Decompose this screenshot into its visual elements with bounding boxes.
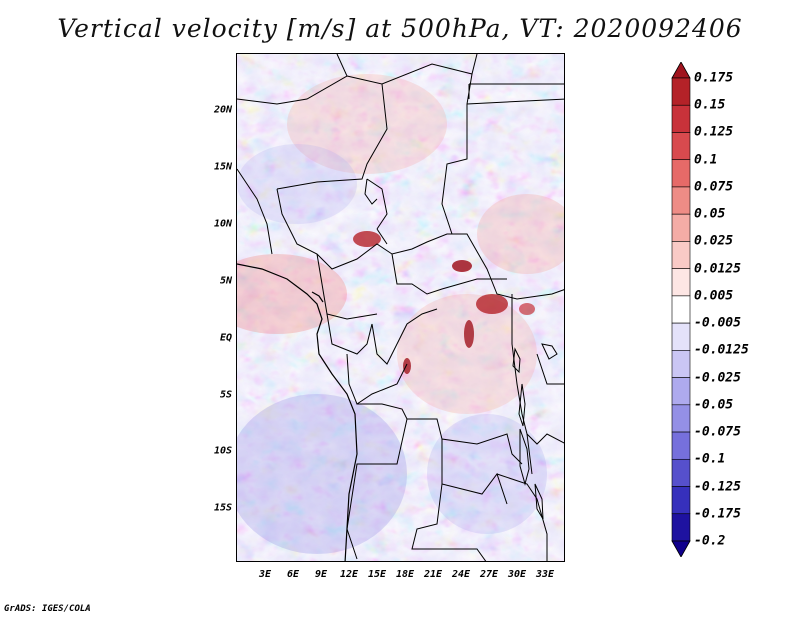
colorbar-bin xyxy=(671,431,691,460)
colorbar-tick-label: 0.005 xyxy=(694,288,734,304)
colorbar-tick-label: 0.175 xyxy=(694,70,734,86)
lat-label-5s: 5S xyxy=(219,389,232,401)
colorbar-bin xyxy=(671,268,691,297)
lat-label-15n: 15N xyxy=(213,161,232,173)
colorbar-bin xyxy=(671,295,691,324)
colorbar-bin-min xyxy=(671,540,691,557)
vertical-velocity-field xyxy=(237,54,564,561)
lakes xyxy=(364,178,558,520)
colorbar xyxy=(671,62,691,557)
grads-credit: GrADS: IGES/COLA xyxy=(4,604,91,614)
lon-label-24e: 24E xyxy=(451,569,471,580)
colorbar-tick-label: 0.15 xyxy=(694,97,726,113)
lon-label-9e: 9E xyxy=(314,569,328,580)
lat-label-10s: 10S xyxy=(213,445,232,457)
lon-label-27e: 27E xyxy=(479,569,499,580)
lat-label-10n: 10N xyxy=(213,218,232,230)
colorbar-bin xyxy=(671,213,691,242)
colorbar-tick-label: 0.0125 xyxy=(694,261,741,277)
colorbar-tick-label: -0.125 xyxy=(694,479,741,495)
lat-label-20n: 20N xyxy=(213,104,232,116)
colorbar-bin xyxy=(671,159,691,188)
lat-label-15s: 15S xyxy=(213,502,232,514)
chart-title: Vertical velocity [m/s] at 500hPa, VT: 2… xyxy=(57,14,743,43)
colorbar-tick-label: -0.175 xyxy=(694,506,741,522)
lat-label-5n: 5N xyxy=(219,275,232,287)
colorbar-bin xyxy=(671,322,691,351)
colorbar-bin xyxy=(671,377,691,406)
colorbar-bin xyxy=(671,458,691,487)
lon-label-30e: 30E xyxy=(507,569,527,580)
colorbar-bin xyxy=(671,241,691,269)
convective-cells xyxy=(353,231,535,374)
colorbar-bin xyxy=(671,486,691,515)
colorbar-bin-max xyxy=(671,62,691,79)
coastline xyxy=(237,263,358,561)
country-borders xyxy=(237,54,564,561)
lon-label-12e: 12E xyxy=(339,569,359,580)
lon-label-18e: 18E xyxy=(395,569,415,580)
colorbar-tick-label: -0.025 xyxy=(694,370,741,386)
colorbar-bin xyxy=(671,404,691,433)
colorbar-tick-label: -0.1 xyxy=(694,451,726,467)
lon-label-21e: 21E xyxy=(423,569,443,580)
colorbar-tick-label: 0.1 xyxy=(694,152,718,168)
colorbar-bin xyxy=(671,104,691,133)
lon-label-3e: 3E xyxy=(258,569,272,580)
colorbar-tick-label: -0.005 xyxy=(694,315,741,331)
colorbar-tick-label: -0.2 xyxy=(694,533,726,549)
colorbar-bin xyxy=(671,77,691,106)
colorbar-bin xyxy=(671,350,691,378)
colorbar-tick-label: -0.0125 xyxy=(694,342,749,358)
colorbar-bin xyxy=(671,513,691,542)
field-texture xyxy=(237,54,564,561)
colorbar-bin xyxy=(671,132,691,161)
lon-label-33e: 33E xyxy=(535,569,555,580)
colorbar-bin xyxy=(671,186,691,215)
colorbar-tick-label: 0.075 xyxy=(694,179,734,195)
lon-label-6e: 6E xyxy=(286,569,300,580)
field-patches xyxy=(237,74,564,554)
map-panel[interactable] xyxy=(236,53,565,562)
colorbar-tick-label: 0.125 xyxy=(694,124,734,140)
colorbar-tick-label: 0.05 xyxy=(694,206,726,222)
colorbar-tick-label: -0.075 xyxy=(694,424,741,440)
lat-label-eq: EQ xyxy=(219,332,232,344)
colorbar-tick-label: -0.05 xyxy=(694,397,734,413)
lon-label-15e: 15E xyxy=(367,569,387,580)
colorbar-tick-label: 0.025 xyxy=(694,233,734,249)
